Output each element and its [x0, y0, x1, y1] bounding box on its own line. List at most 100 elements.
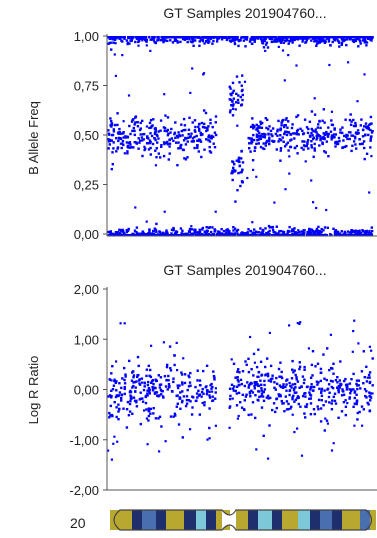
- data-point: [215, 232, 219, 236]
- data-point: [214, 36, 217, 39]
- data-point: [195, 36, 198, 39]
- data-point: [352, 405, 355, 408]
- data-point: [118, 36, 121, 39]
- data-point: [334, 402, 338, 405]
- data-point: [247, 234, 251, 237]
- data-point: [154, 149, 157, 152]
- data-point: [365, 41, 369, 44]
- data-point: [139, 234, 142, 237]
- data-point: [337, 36, 340, 39]
- data-point: [160, 145, 163, 148]
- data-point: [208, 390, 211, 393]
- data-point: [120, 146, 123, 150]
- data-point: [110, 125, 113, 128]
- data-point: [352, 388, 355, 391]
- data-point: [306, 131, 310, 135]
- data-point: [255, 142, 258, 146]
- data-point: [315, 134, 318, 138]
- data-point: [187, 136, 190, 139]
- data-point: [296, 36, 299, 39]
- data-point: [198, 379, 202, 382]
- data-point: [154, 164, 157, 167]
- data-point: [314, 365, 317, 368]
- data-point: [241, 180, 244, 184]
- data-point: [141, 139, 144, 142]
- data-point: [264, 365, 267, 369]
- data-point: [228, 405, 232, 408]
- data-point: [189, 428, 192, 431]
- data-point: [229, 234, 232, 237]
- data-point: [236, 234, 239, 237]
- data-point: [319, 126, 322, 130]
- data-point: [157, 417, 160, 420]
- data-point: [192, 234, 195, 237]
- data-point: [277, 393, 280, 396]
- data-point: [271, 377, 274, 380]
- data-point: [128, 42, 131, 45]
- data-point: [310, 228, 314, 231]
- data-point: [228, 406, 231, 409]
- data-point: [365, 126, 368, 130]
- data-point: [320, 387, 324, 391]
- data-point: [162, 234, 165, 237]
- data-point: [231, 107, 235, 110]
- data-point: [206, 390, 209, 393]
- data-point: [270, 37, 274, 40]
- data-point: [367, 127, 370, 131]
- data-point: [185, 395, 189, 398]
- data-point: [364, 231, 367, 235]
- data-point: [157, 234, 160, 237]
- data-point: [352, 124, 356, 128]
- data-point: [354, 232, 357, 235]
- data-point: [130, 120, 134, 123]
- data-point: [154, 391, 157, 394]
- data-point: [214, 133, 218, 137]
- data-point: [170, 232, 173, 235]
- data-point: [276, 134, 279, 137]
- data-point: [243, 384, 246, 388]
- data-point: [263, 36, 266, 39]
- data-point: [367, 373, 371, 377]
- data-point: [185, 36, 188, 39]
- data-point: [110, 458, 113, 461]
- data-point: [298, 367, 301, 371]
- data-point: [294, 146, 297, 150]
- data-point: [241, 234, 245, 237]
- data-point: [321, 137, 324, 140]
- data-point: [241, 168, 244, 171]
- data-point: [159, 119, 163, 122]
- data-point: [303, 140, 306, 143]
- data-point: [255, 230, 258, 233]
- data-point: [159, 376, 163, 379]
- data-point: [181, 399, 184, 403]
- data-point: [115, 150, 118, 153]
- data-point: [340, 234, 343, 237]
- data-point: [149, 146, 152, 150]
- data-point: [279, 41, 283, 44]
- data-point: [163, 129, 166, 133]
- data-point: [237, 160, 240, 163]
- data-point: [120, 399, 123, 402]
- data-point: [343, 134, 346, 138]
- data-point: [267, 128, 270, 131]
- data-point: [252, 168, 255, 171]
- data-point: [205, 138, 208, 141]
- data-point: [310, 383, 313, 386]
- data-point: [296, 322, 299, 325]
- data-point: [371, 384, 374, 387]
- data-point: [268, 331, 271, 334]
- data-point: [268, 125, 271, 128]
- data-point: [325, 130, 328, 134]
- data-point: [304, 395, 307, 398]
- data-point: [263, 134, 266, 137]
- data-point: [258, 395, 261, 399]
- data-point: [173, 132, 176, 136]
- data-point: [214, 229, 217, 232]
- data-point: [231, 232, 234, 235]
- data-point: [254, 394, 257, 397]
- data-point: [214, 121, 217, 124]
- data-point: [310, 127, 313, 131]
- data-point: [144, 394, 148, 398]
- data-point: [148, 388, 151, 391]
- data-point: [303, 368, 306, 371]
